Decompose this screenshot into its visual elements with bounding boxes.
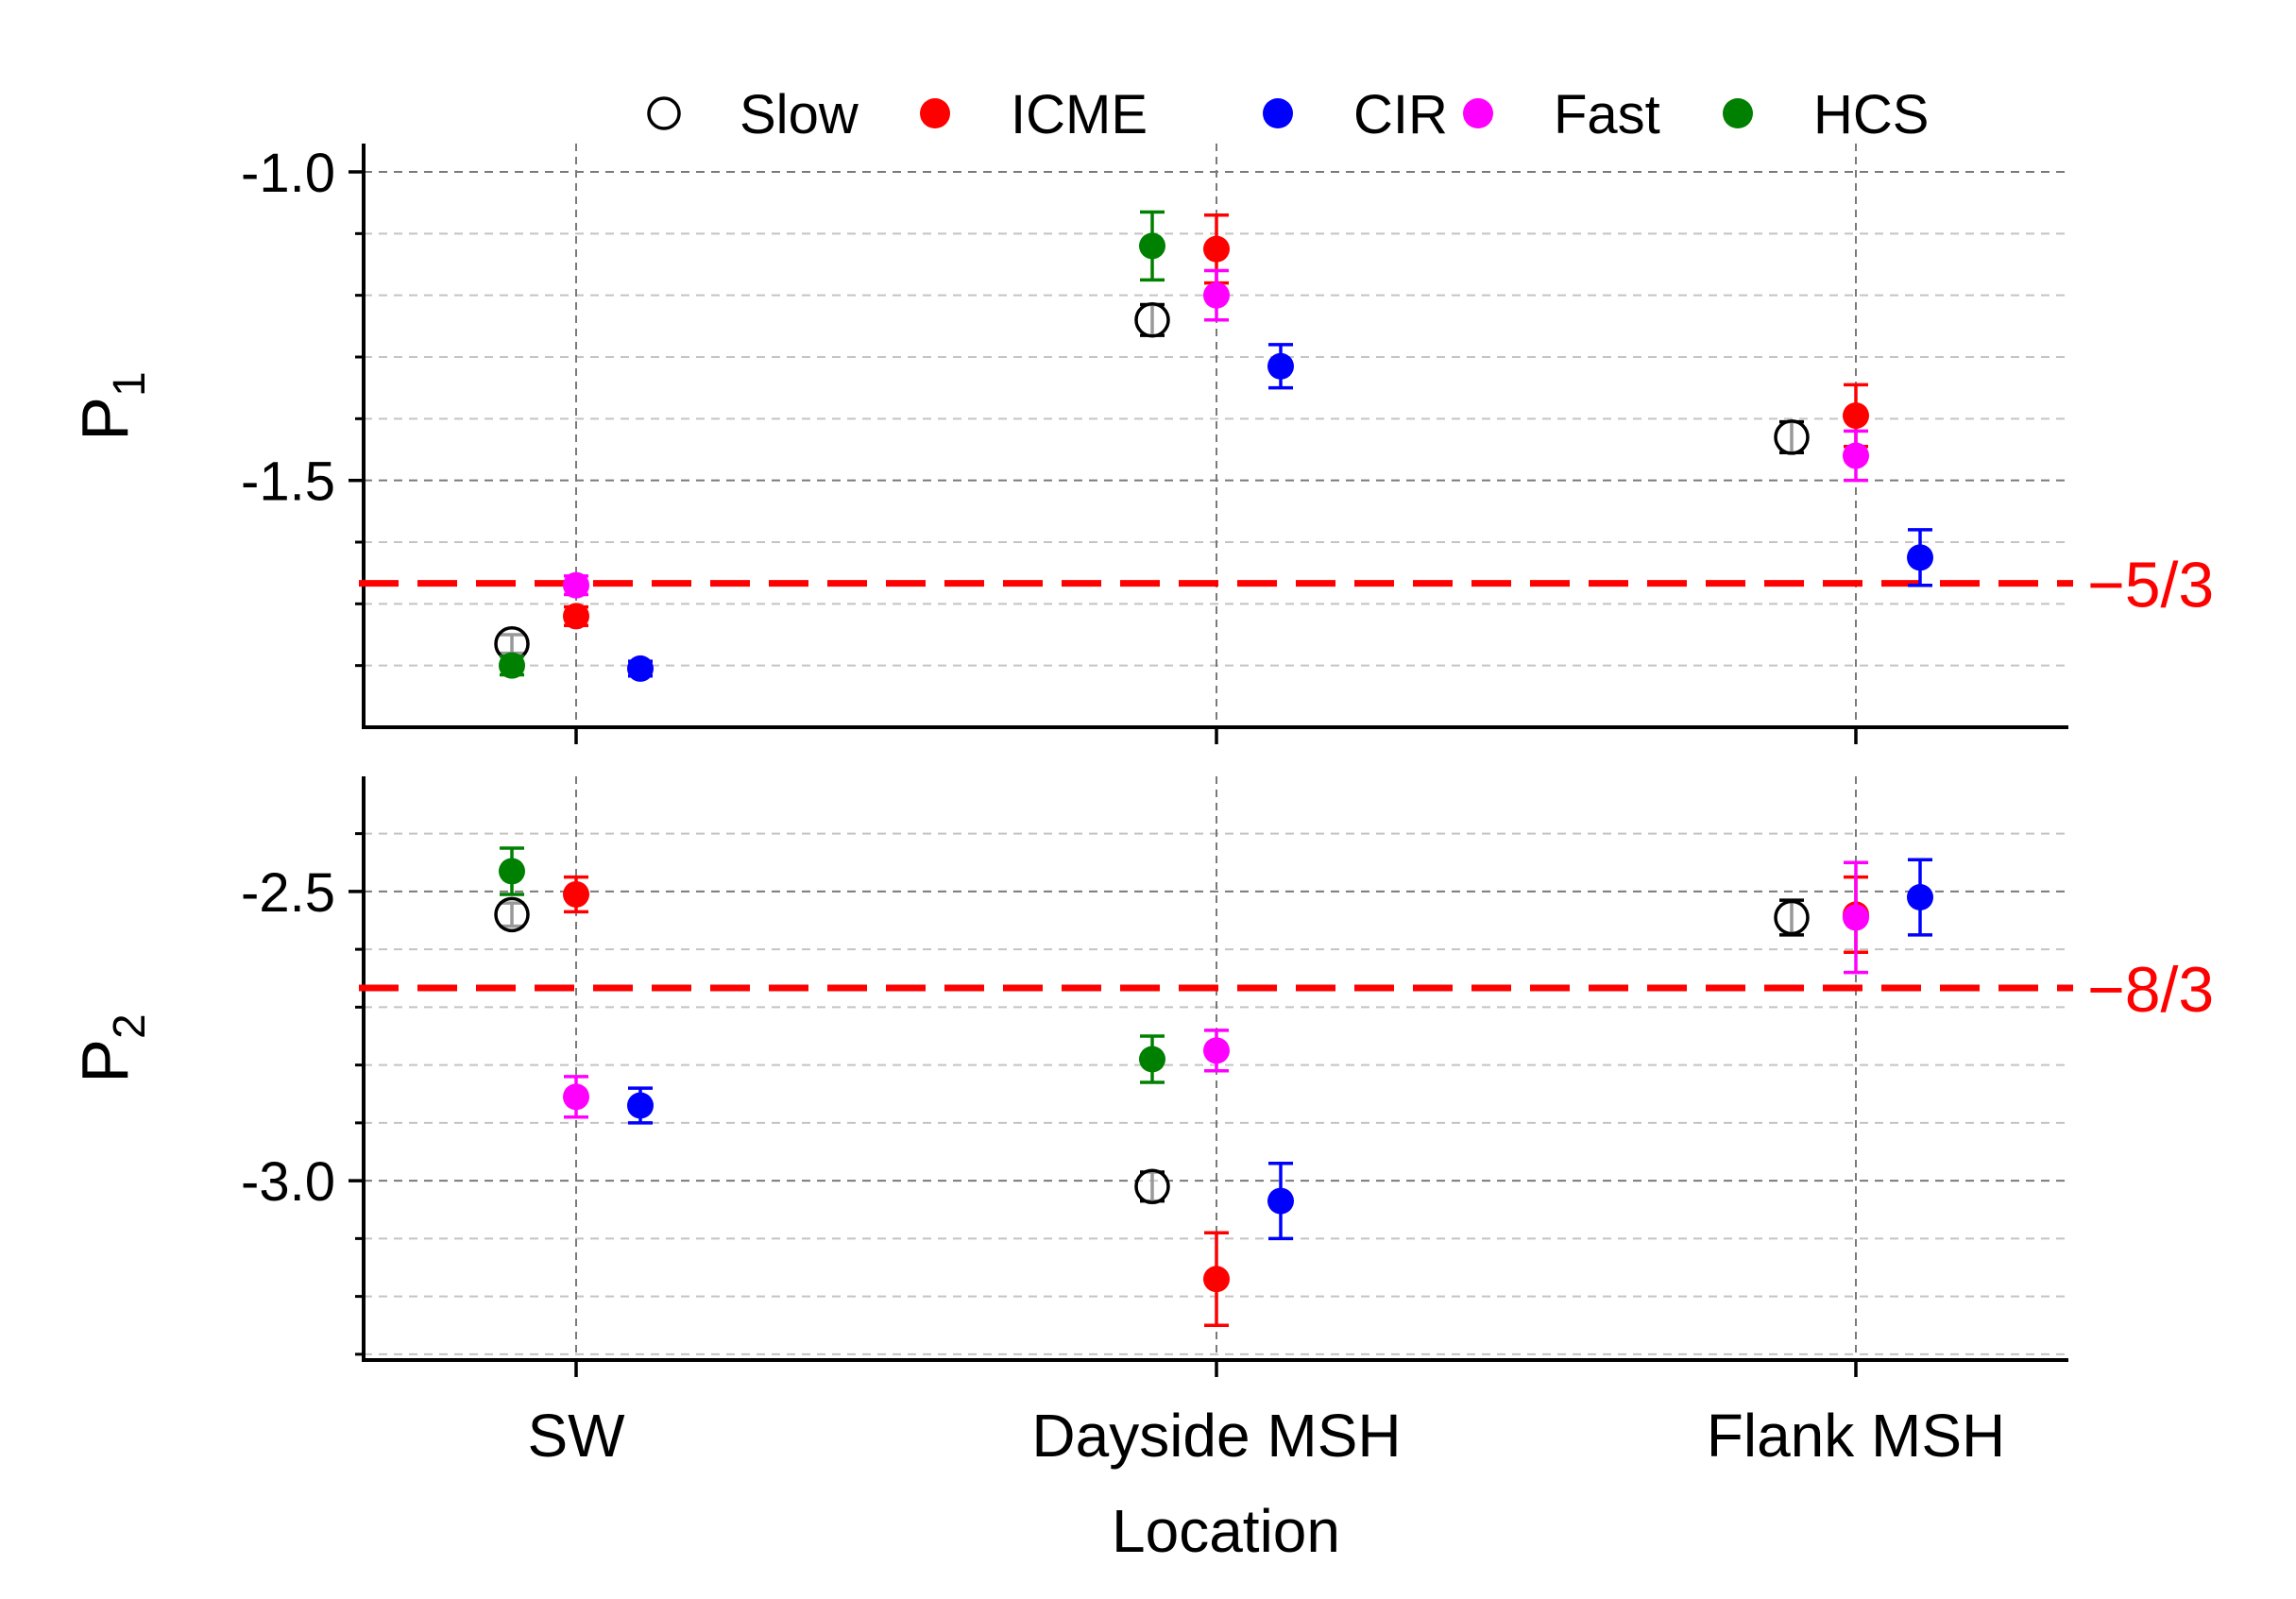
data-point-fast-flank-msh [1843,860,1869,975]
data-point-hcs-dayside-msh [1139,210,1165,282]
data-point-cir-flank-msh [1907,528,1933,587]
legend-label-cir: CIR [1353,84,1448,145]
legend-item-slow: Slow [647,84,859,145]
marker-fast [1203,1037,1230,1064]
legend-label-fast: Fast [1554,84,1660,145]
marker-icme [563,880,589,908]
data-point-hcs-sw [499,652,525,679]
marker-cir [1907,884,1933,910]
y-tick-label: -1.5 [241,451,335,513]
data-point-icme-dayside-msh [1203,1231,1230,1327]
marker-slow [1774,899,1810,936]
marker-hcs [1139,1046,1165,1073]
data-point-icme-sw [563,603,589,630]
marker-hcs [499,858,525,885]
legend-item-hcs: HCS [1723,84,1929,145]
legend: Slow ICME CIR Fast HCS [647,84,1929,145]
data-point-cir-flank-msh [1907,858,1933,937]
y-axis-title: P2 [68,1013,155,1082]
reference-label: −5/3 [2087,550,2214,621]
data-point-slow-flank-msh [1774,419,1810,455]
legend-label-slow: Slow [740,84,859,145]
marker-icme [1843,402,1869,430]
marker-hcs [1139,232,1165,260]
legend-marker-icme [920,98,950,128]
data-point-slow-dayside-msh [1134,302,1170,338]
data-point-fast-flank-msh [1843,429,1869,483]
marker-slow [494,896,530,933]
legend-item-cir: CIR [1263,84,1448,145]
marker-fast [563,1083,589,1111]
y-tick-label: -3.0 [241,1151,335,1213]
legend-marker-fast [1463,98,1493,128]
legend-item-icme: ICME [920,84,1148,145]
data-point-hcs-dayside-msh [1139,1034,1165,1084]
x-tick-label-dayside-msh: Dayside MSH [1031,1402,1401,1470]
legend-marker-cir [1263,98,1293,128]
data-point-slow-dayside-msh [1134,1168,1170,1204]
marker-slow [1774,419,1810,455]
y-axis-title-sub: 2 [105,1013,155,1039]
data-point-slow-sw [494,896,530,933]
marker-fast [1843,904,1869,931]
marker-icme [563,603,589,630]
marker-cir [1267,352,1294,380]
marker-fast [1203,281,1230,309]
data-point-cir-sw [627,1086,654,1125]
marker-cir [1267,1187,1294,1215]
legend-label-hcs: HCS [1813,84,1929,145]
data-point-cir-dayside-msh [1267,343,1294,390]
y-axis-title: P1 [68,371,155,440]
data-point-fast-dayside-msh [1203,1029,1230,1073]
marker-icme [1203,235,1230,263]
marker-cir [627,1092,654,1119]
marker-icme [1203,1266,1230,1293]
marker-slow [1134,302,1170,338]
x-tick-label-sw: SW [527,1402,625,1470]
marker-hcs [499,652,525,679]
panel-p2: -2.5 -3.0 −8/3 P2 [68,776,2214,1377]
x-axis: SW Dayside MSH Flank MSH [527,1402,2005,1470]
marker-cir [627,655,654,682]
data-point-hcs-sw [499,846,525,896]
marker-cir [1907,544,1933,571]
marker-fast [1843,442,1869,469]
panel-p1: -1.0 -1.5 −5/3 P1 [68,143,2214,744]
data-point-fast-sw [563,1075,589,1119]
x-axis-title: Location [1112,1497,1340,1565]
y-tick-label: -2.5 [241,862,335,924]
y-axis-title-main: P [68,397,142,441]
legend-marker-hcs [1723,98,1753,128]
marker-slow [1134,1168,1170,1204]
reference-label: −8/3 [2087,954,2214,1026]
y-axis-title-main: P [68,1039,142,1083]
data-point-slow-flank-msh [1774,898,1810,937]
data-point-cir-sw [627,655,654,682]
data-point-fast-sw [563,571,589,599]
legend-item-fast: Fast [1463,84,1660,145]
y-tick-label: -1.0 [241,143,335,204]
data-point-cir-dayside-msh [1267,1162,1294,1241]
marker-fast [563,571,589,599]
legend-marker-slow [647,96,681,130]
data-point-fast-dayside-msh [1203,268,1230,322]
data-point-icme-sw [563,875,589,914]
x-tick-label-flank-msh: Flank MSH [1707,1402,2006,1470]
y-axis-title-sub: 1 [105,371,155,397]
legend-label-icme: ICME [1011,84,1148,145]
